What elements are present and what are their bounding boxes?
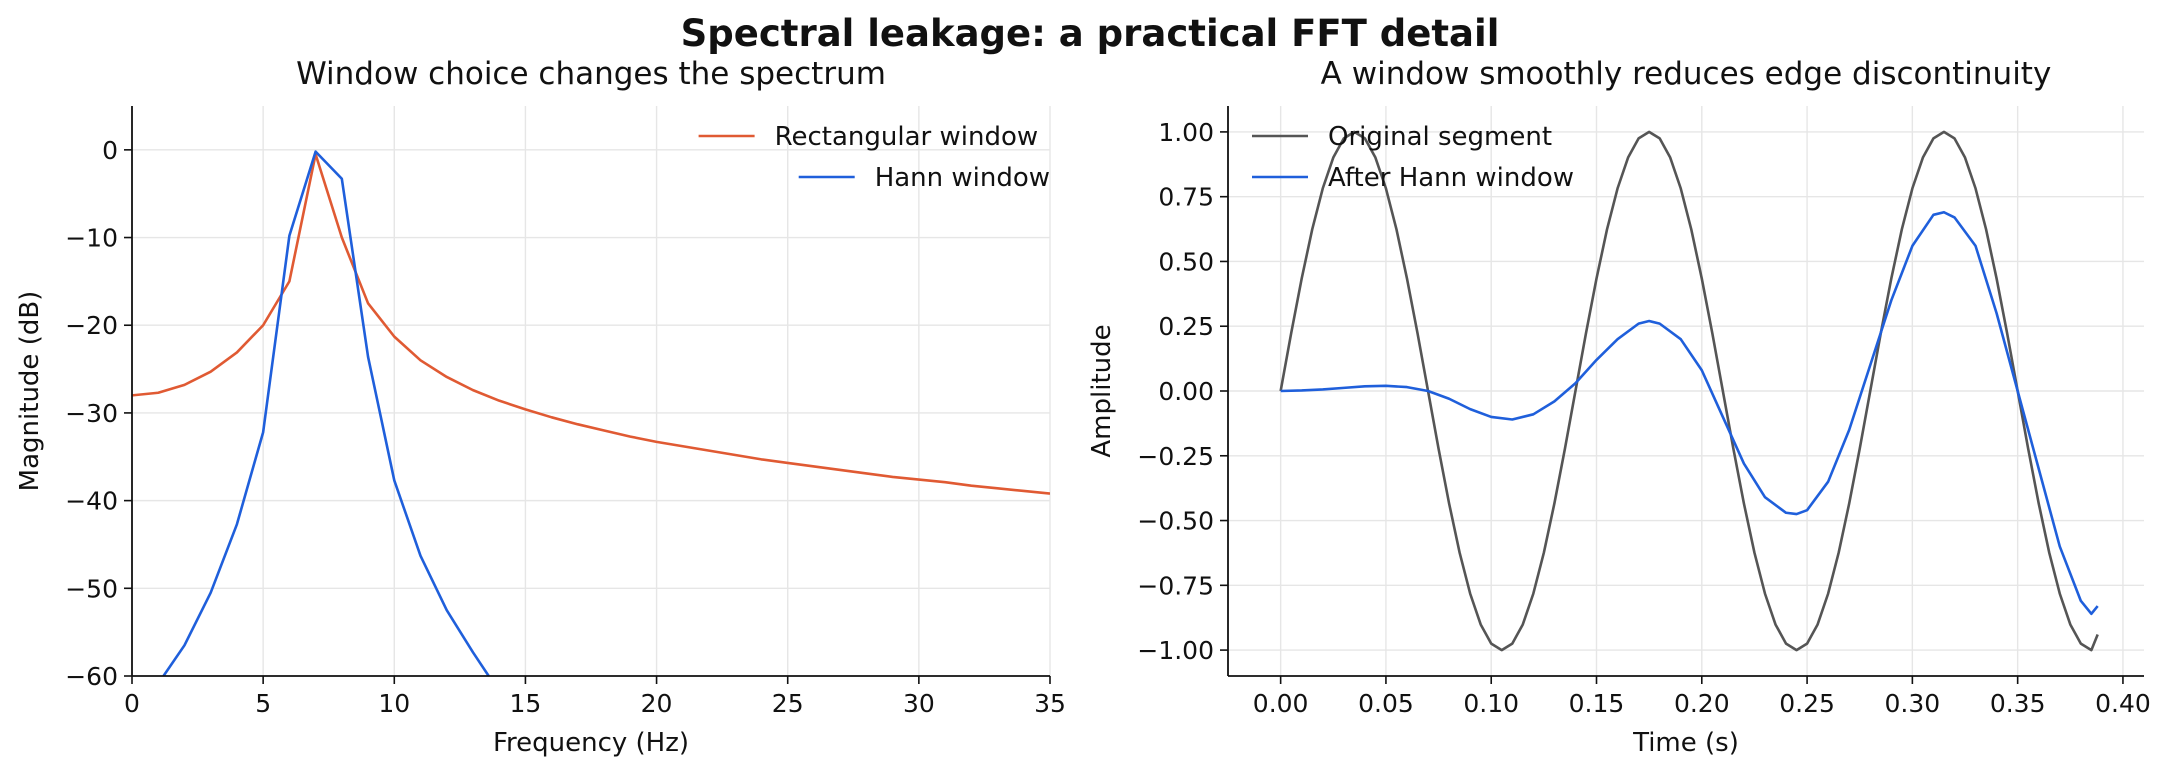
y-tick-label: 0.75 — [1158, 183, 1214, 212]
x-axis-label: Frequency (Hz) — [493, 728, 689, 758]
y-tick-label: −0.75 — [1137, 571, 1214, 600]
series-line-1 — [162, 150, 490, 676]
legend-label-0: Rectangular window — [775, 122, 1039, 152]
legend-label-1: Hann window — [875, 163, 1050, 193]
y-tick-label: −60 — [65, 662, 118, 691]
series-line-1 — [1280, 210, 2099, 616]
chart-title: A window smoothly reduces edge discontin… — [1321, 56, 2052, 92]
x-axis-label: Time (s) — [1632, 728, 1739, 758]
x-tick-label: 0.00 — [1253, 689, 1309, 718]
x-tick-label: 0.15 — [1569, 689, 1625, 718]
x-tick-label: 0.05 — [1358, 689, 1414, 718]
left-chart-panel: 0 5 10 15 20 25 30 35 0 −10 −20 −30 −40 −50 −60 Window … — [15, 56, 1066, 758]
x-tick-label: 35 — [1034, 689, 1066, 718]
legend: Rectangular window Hann window — [698, 122, 1050, 193]
x-tick-label: 0 — [124, 689, 140, 718]
y-tick-label: 1.00 — [1158, 118, 1214, 147]
y-tick-label: 0.00 — [1158, 377, 1214, 406]
x-tick-label: 30 — [903, 689, 935, 718]
x-tick-label: 0.35 — [1990, 689, 2046, 718]
legend-label-1: After Hann window — [1328, 163, 1574, 193]
y-tick-label: −10 — [65, 224, 118, 253]
y-axis-label: Amplitude — [1087, 324, 1117, 457]
y-axis-label: Magnitude (dB) — [15, 291, 45, 492]
x-tick-label: 0.10 — [1463, 689, 1519, 718]
x-tick-label: 20 — [641, 689, 673, 718]
x-tick-label: 10 — [378, 689, 410, 718]
y-tick-label: −20 — [65, 311, 118, 340]
x-tick-label: 0.20 — [1674, 689, 1730, 718]
series-line-0 — [1279, 130, 2099, 652]
chart-title: Window choice changes the spectrum — [296, 56, 886, 92]
x-tick-label: 25 — [772, 689, 804, 718]
y-tick-label: 0.50 — [1158, 247, 1214, 276]
y-tick-label: 0.25 — [1158, 312, 1214, 341]
right-chart-panel: 0.00 0.05 0.10 0.15 0.20 0.25 0.30 0.35 0.40 1.00… — [1087, 56, 2151, 758]
y-tick-label: −30 — [65, 399, 118, 428]
x-tick-label: 5 — [255, 689, 271, 718]
x-tick-label: 15 — [510, 689, 542, 718]
x-tick-label: 0.25 — [1779, 689, 1835, 718]
legend: Original segment After Hann window — [1252, 122, 1574, 193]
y-tick-label: 0 — [102, 136, 118, 165]
y-tick-label: −1.00 — [1137, 636, 1214, 665]
x-tick-label: 0.40 — [2095, 689, 2151, 718]
y-tick-label: −0.25 — [1137, 442, 1214, 471]
y-tick-label: −0.50 — [1137, 507, 1214, 536]
legend-label-0: Original segment — [1328, 122, 1552, 152]
series-line-0 — [132, 152, 1050, 495]
x-tick-label: 0.30 — [1885, 689, 1941, 718]
figure-suptitle: Spectral leakage: a practical FFT detail — [681, 12, 1500, 55]
y-tick-label: −40 — [65, 487, 118, 516]
y-tick-label: −50 — [65, 574, 118, 603]
